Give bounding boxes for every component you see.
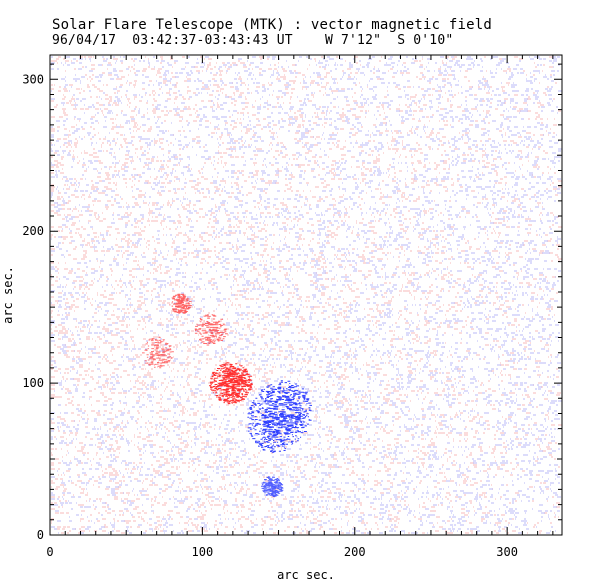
x-tick-label: 300 (496, 545, 518, 559)
negative-polarity-region (261, 476, 284, 497)
y-axis-label: arc sec. (1, 266, 15, 324)
position-south: S 0'10" (397, 33, 454, 48)
axis-ticks (49, 55, 562, 536)
axis-tick-labels: 0 100 200 300 0 100 200 300 (22, 72, 518, 559)
background-field-vectors (51, 56, 562, 534)
plot-frame (49, 54, 563, 536)
negative-polarity-region (247, 380, 312, 453)
positive-polarity-region (194, 314, 228, 346)
y-tick-label: 100 (22, 376, 44, 390)
region-vectors (247, 380, 312, 453)
x-tick-label: 100 (192, 545, 214, 559)
region-vectors (194, 314, 228, 346)
chart-subtitle: 96/04/17 03:42:37-03:43:43 UT W 7'12" S … (52, 33, 453, 48)
region-vectors (142, 336, 174, 369)
observation-time-range: 03:42:37-03:43:43 UT (132, 33, 293, 48)
region-vectors (261, 476, 284, 497)
active-region-vectors (142, 293, 312, 497)
x-tick-label: 200 (344, 545, 366, 559)
positive-polarity-region (142, 336, 174, 369)
positive-polarity-region (209, 362, 253, 405)
region-vectors (169, 293, 192, 314)
tick-marks (49, 55, 562, 536)
position-west: W 7'12" (324, 33, 382, 48)
positive-polarity-region (169, 293, 192, 314)
y-tick-label: 200 (22, 224, 44, 238)
chart-title: Solar Flare Telescope (MTK) : vector mag… (52, 17, 493, 33)
region-vectors (209, 362, 253, 405)
noise-vectors-negative (51, 56, 562, 534)
observation-date: 96/04/17 (52, 33, 117, 48)
x-tick-label: 0 (46, 545, 53, 559)
x-axis-label: arc sec. (277, 568, 335, 582)
y-tick-label: 0 (37, 528, 44, 542)
y-tick-label: 300 (22, 72, 44, 86)
